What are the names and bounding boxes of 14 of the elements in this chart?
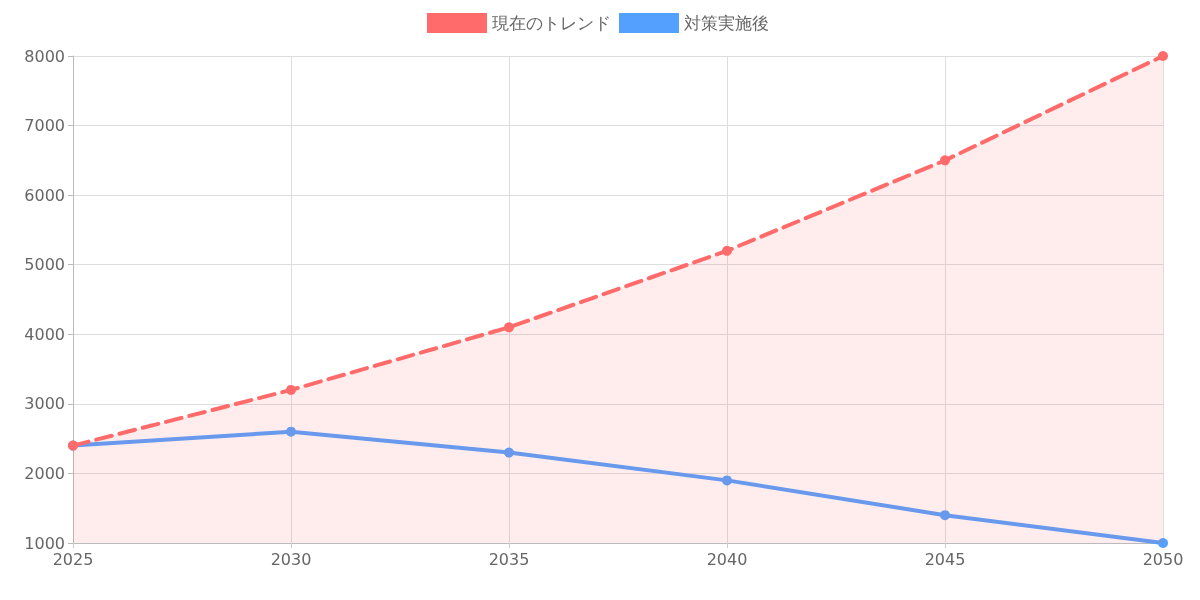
x-tick-label: 2035	[488, 549, 530, 569]
y-tick-label: 4000	[24, 324, 65, 344]
x-tick-label: 2050	[1142, 549, 1184, 569]
y-tick-label: 7000	[24, 116, 65, 136]
x-tick-label: 2040	[706, 549, 748, 569]
legend-label: 現在のトレンド	[492, 13, 611, 33]
y-tick-label: 8000	[24, 46, 65, 66]
y-tick-label: 6000	[24, 185, 65, 205]
y-tick-label: 3000	[24, 394, 65, 414]
legend-label: 対策実施後	[684, 13, 769, 33]
y-tick-label: 5000	[24, 255, 65, 275]
x-tick-label: 2030	[270, 549, 312, 569]
x-tick-label: 2045	[924, 549, 966, 569]
y-tick-label: 2000	[24, 463, 65, 483]
